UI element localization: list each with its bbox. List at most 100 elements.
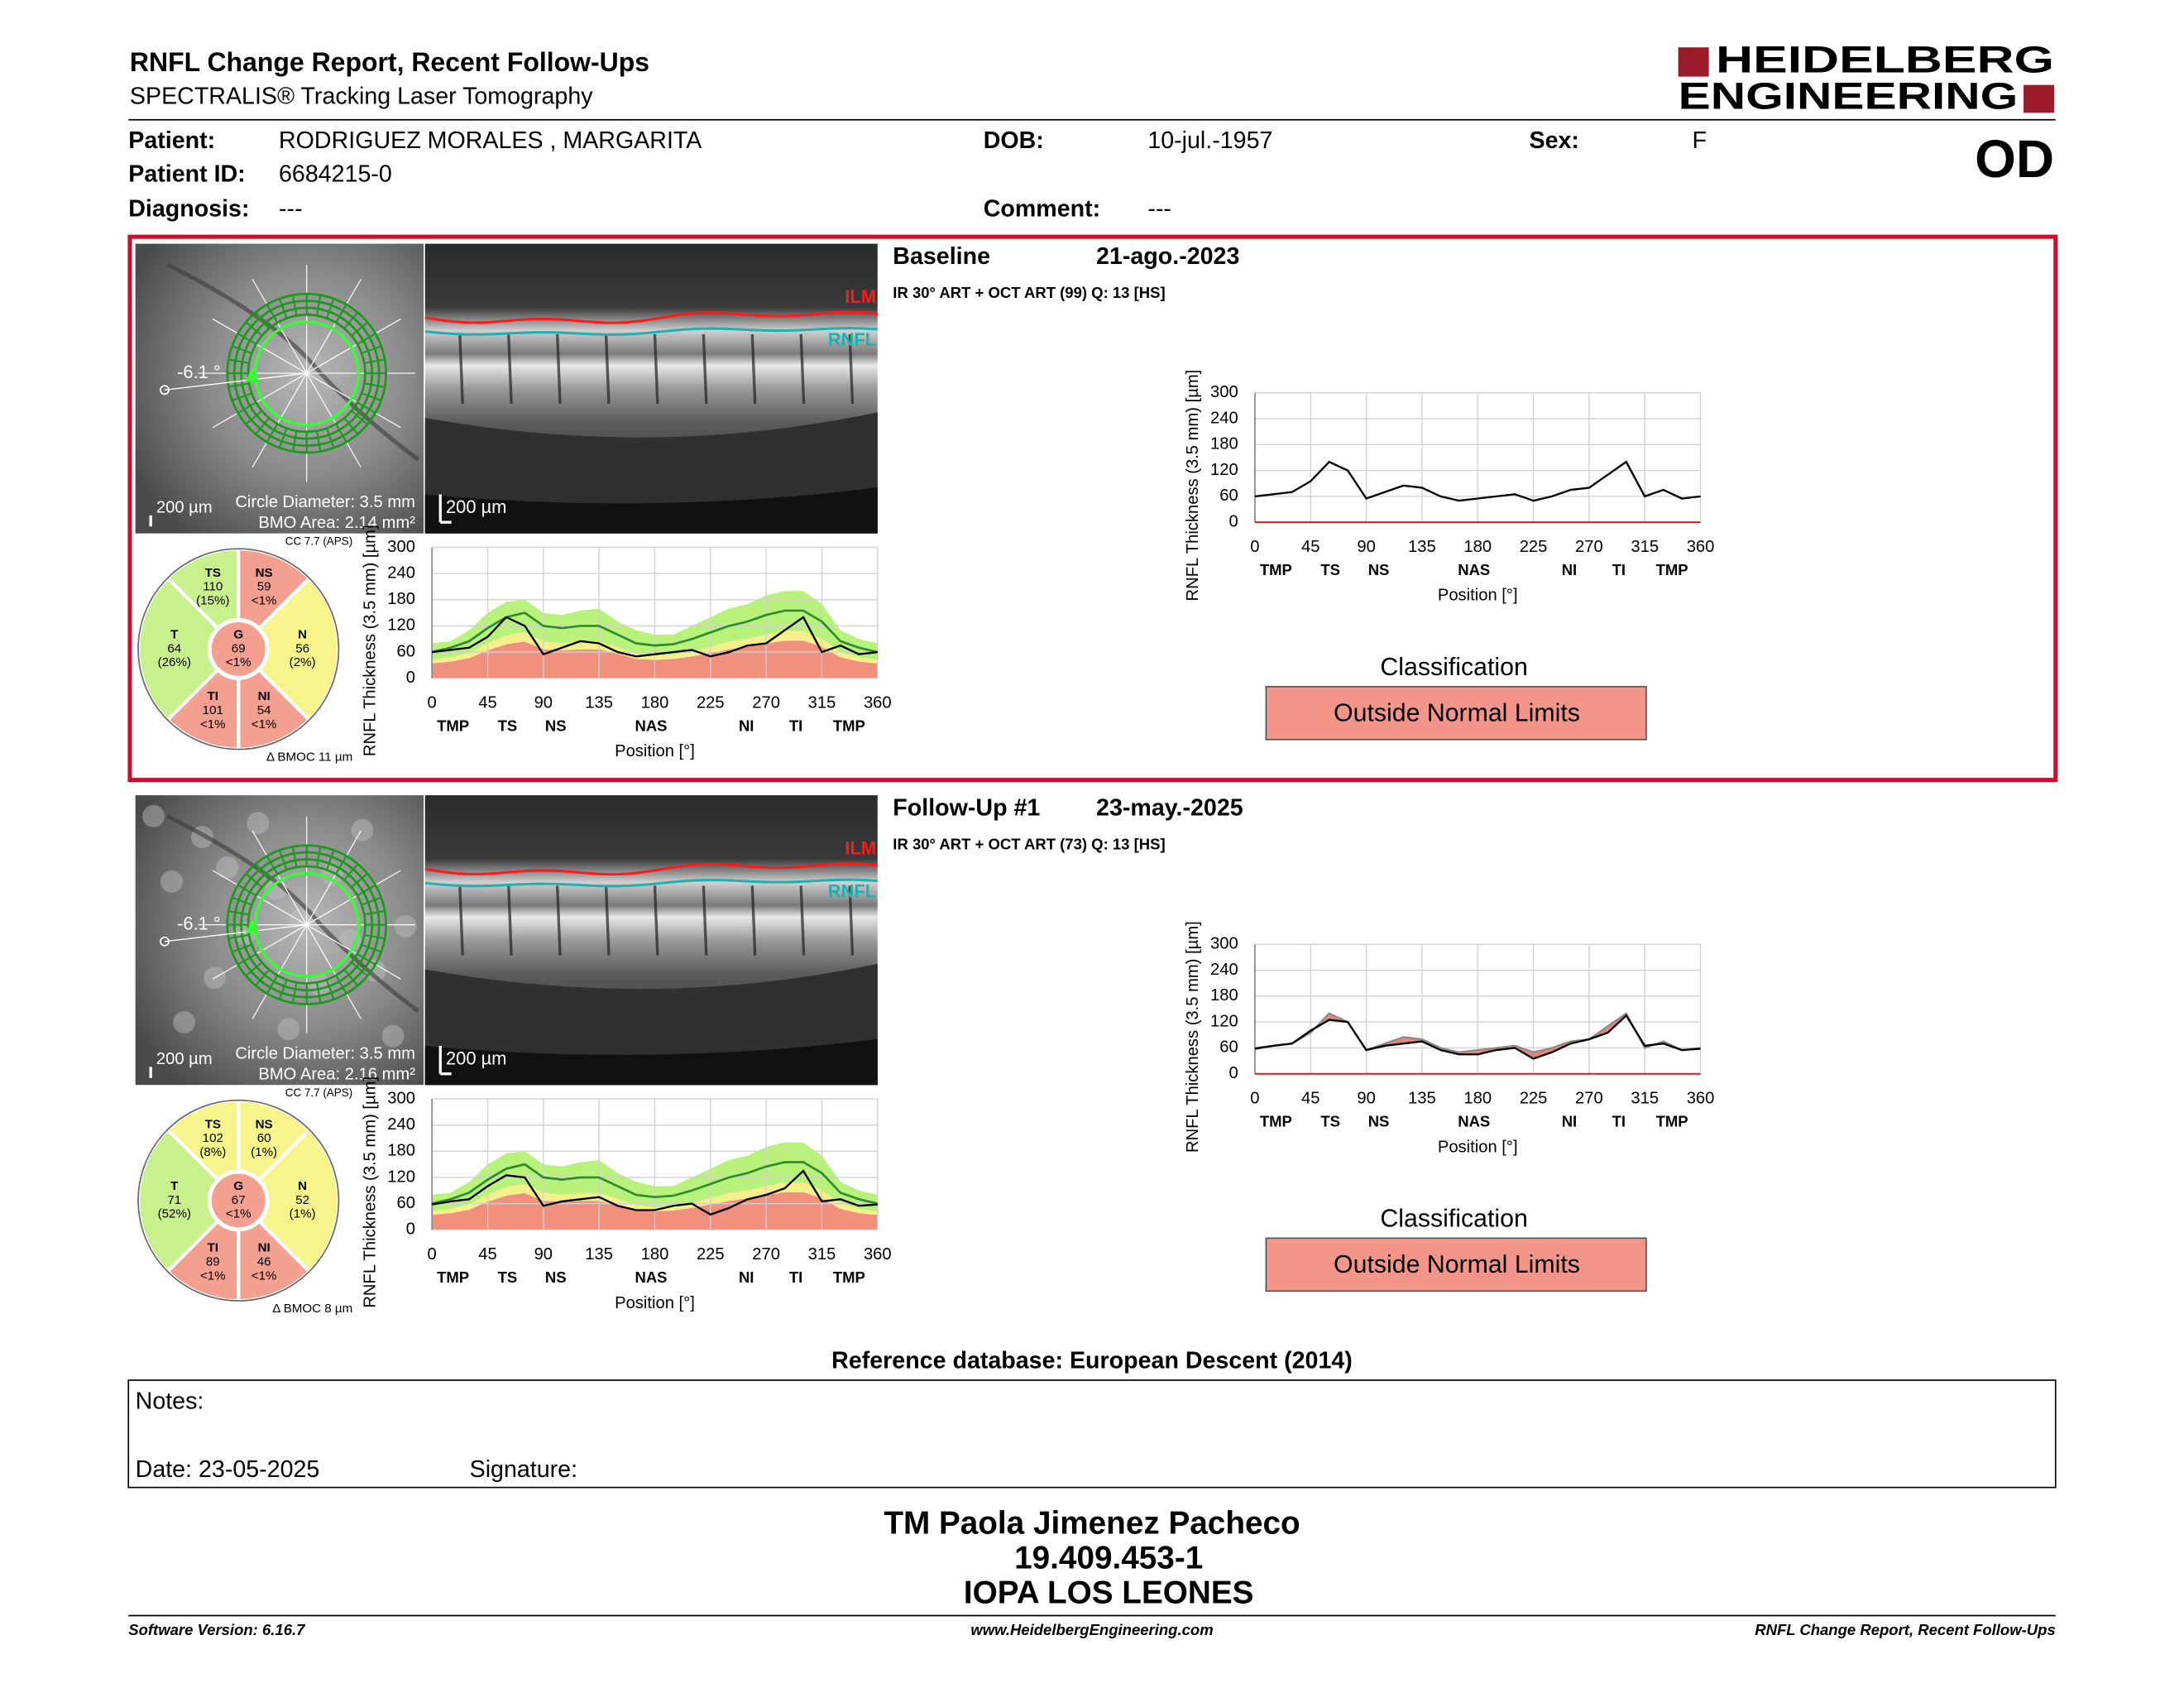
classification-title: Classification xyxy=(1380,1205,1527,1232)
sector-axis-label: NS xyxy=(1368,561,1390,578)
sector-value: 56 xyxy=(295,641,309,655)
x-tick-label: 315 xyxy=(1631,1089,1659,1107)
scan-grid xyxy=(245,410,263,425)
logo-text: ENGINEERING xyxy=(1679,75,2019,117)
exam-date: 21-ago.-2023 xyxy=(1096,243,1239,270)
footer-text: Software Version: 6.16.7 xyxy=(128,1621,306,1638)
shadow xyxy=(848,333,855,405)
sector-axis-label: TMP xyxy=(833,717,865,735)
scan-grid xyxy=(315,430,322,452)
bmoc-label: Δ BMOC 11 µm xyxy=(266,750,352,765)
scan-grid xyxy=(228,933,250,940)
x-tick-label: 135 xyxy=(1408,538,1436,556)
oct-bscan xyxy=(424,243,878,534)
x-tick-label: 270 xyxy=(1575,538,1603,556)
ilm-line xyxy=(424,310,878,324)
x-tick-label: 315 xyxy=(1631,538,1659,556)
x-tick-label: 225 xyxy=(1520,538,1548,556)
scan-line xyxy=(306,924,401,980)
notes-date: Date: 23-05-2025 xyxy=(136,1456,320,1483)
change-profile-chart xyxy=(1254,943,1702,1075)
x-tick-label: 225 xyxy=(1520,1089,1548,1107)
y-axis-label: RNFL Thickness (3.5 mm) [µm] xyxy=(361,525,379,756)
sector-profile-chart xyxy=(431,1098,879,1230)
sector-percent: (1%) xyxy=(251,1145,277,1159)
sector-name: T xyxy=(170,1179,179,1193)
ilm-label: ILM xyxy=(845,838,876,859)
scan-grid xyxy=(361,392,382,401)
scan-info: IR 30° ART + OCT ART (99) Q: 13 [HS] xyxy=(893,284,1165,301)
fundus-texture xyxy=(247,812,270,835)
y-axis-label: RNFL Thickness (3.5 mm) [µm] xyxy=(361,1077,379,1308)
scan-grid xyxy=(357,333,376,345)
scan-grid xyxy=(245,873,263,888)
x-tick-label: 135 xyxy=(585,693,613,712)
classification-result: Outside Normal Limits xyxy=(1334,699,1580,727)
scan-grid xyxy=(325,979,335,1000)
sector-axis-label: TS xyxy=(1320,1113,1340,1130)
scan-grid xyxy=(228,909,250,916)
field-value: F xyxy=(1692,127,1706,154)
scan-grid xyxy=(351,321,368,337)
scan-grid xyxy=(357,401,376,414)
x-axis-label: Position [°] xyxy=(615,1294,695,1312)
sector-axis-label: NAS xyxy=(635,1268,667,1286)
y-tick-label: 240 xyxy=(1210,961,1238,979)
baseline-curve xyxy=(1254,1012,1701,1053)
shadow xyxy=(555,885,562,956)
scan-grid xyxy=(255,863,271,881)
angle-marker xyxy=(160,936,170,947)
y-tick-label: 0 xyxy=(406,669,415,687)
sector-percent: (15%) xyxy=(196,594,229,608)
fovea-marker xyxy=(245,918,260,933)
shadow xyxy=(653,885,659,956)
x-tick-label: 360 xyxy=(1687,538,1715,556)
y-axis-label: RNFL Thickness (3.5 mm) [µm] xyxy=(1184,921,1202,1153)
classification-box xyxy=(1265,1237,1647,1292)
signature-line: TM Paola Jimenez Pacheco xyxy=(884,1505,1300,1541)
shadow xyxy=(458,885,464,956)
sector-percent: (1%) xyxy=(290,1207,316,1221)
scan-line xyxy=(212,372,307,429)
sector-name: TS xyxy=(205,1117,221,1131)
scan-grid xyxy=(325,428,335,448)
angle-marker xyxy=(160,385,170,396)
rnfl-line xyxy=(424,878,878,888)
shadow xyxy=(799,333,806,405)
shadow xyxy=(702,885,708,956)
x-tick-label: 90 xyxy=(534,1245,553,1264)
field-value: RODRIGUEZ MORALES , MARGARITA xyxy=(279,127,702,154)
sector-percent: <1% xyxy=(251,594,277,608)
y-tick-label: 120 xyxy=(1210,1012,1238,1030)
notes-label: Notes: xyxy=(136,1388,204,1415)
scan-grid xyxy=(351,873,368,888)
sector-value: 64 xyxy=(167,641,181,655)
scan-grid xyxy=(315,846,322,868)
circle-diameter: Circle Diameter: 3.5 mm xyxy=(235,493,415,511)
scan-grid xyxy=(278,428,288,448)
y-tick-label: 180 xyxy=(387,1142,415,1160)
sector-axis-label: TMP xyxy=(437,717,469,735)
x-tick-label: 45 xyxy=(1301,1089,1320,1107)
classification-result: Outside Normal Limits xyxy=(1334,1251,1580,1278)
scan-grid xyxy=(232,943,252,953)
sector-percent: <1% xyxy=(200,1268,226,1283)
exam-label: Follow-Up #1 xyxy=(893,794,1040,821)
scan-grid xyxy=(278,979,288,1000)
fundus-texture xyxy=(363,959,386,982)
sector-value: 69 xyxy=(232,641,246,655)
fundus-texture xyxy=(338,928,362,952)
scan-grid xyxy=(237,884,256,897)
sector-percent: <1% xyxy=(251,717,277,731)
y-tick-label: 0 xyxy=(1228,513,1238,531)
scan-grid xyxy=(278,298,288,319)
rnfl-label: RNFL xyxy=(828,881,876,902)
sector-axis-label: NS xyxy=(545,1268,567,1286)
field-label: Patient ID: xyxy=(128,161,245,188)
scale-label: 200 µm xyxy=(446,496,506,517)
scan-grid xyxy=(357,884,376,897)
shadow xyxy=(750,885,757,956)
shadow xyxy=(848,885,855,956)
shadow xyxy=(604,333,611,405)
sector-percent: (2%) xyxy=(290,655,316,669)
